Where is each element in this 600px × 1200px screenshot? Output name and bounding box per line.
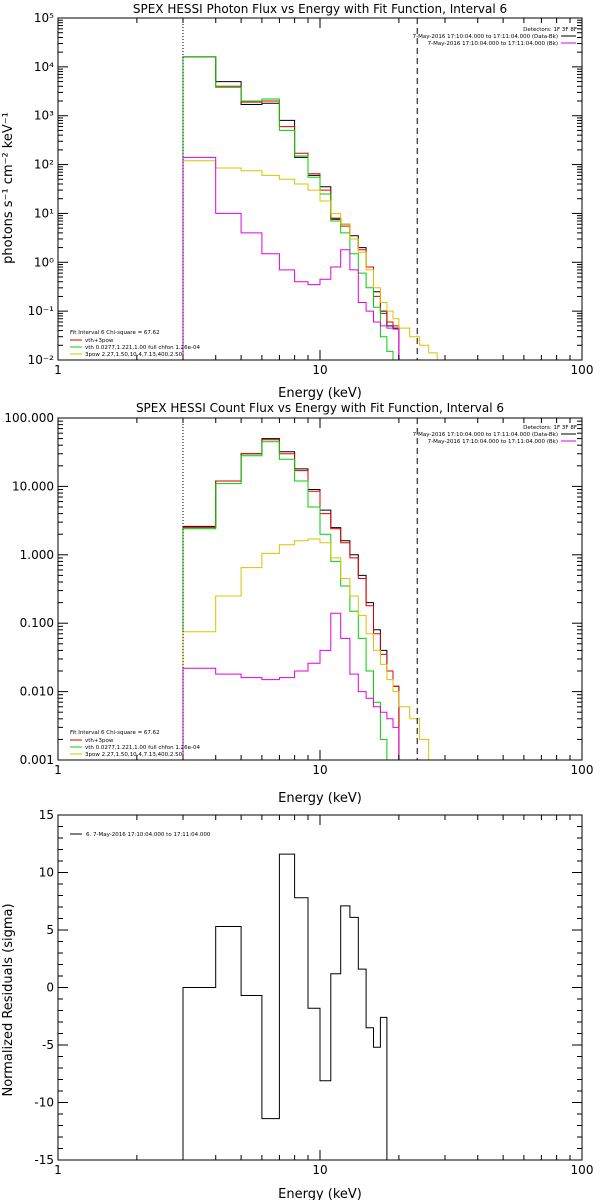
y-tick-label: 10⁴ <box>34 60 54 74</box>
series-group <box>182 56 438 360</box>
residuals-panel: 6. 7-May-2016 17:10:04.000 to 17:11:04.0… <box>1 808 593 1200</box>
series-line-green <box>182 56 394 360</box>
y-tick-label: 10 <box>39 866 54 880</box>
y-tick-label: 10.000 <box>12 479 54 493</box>
x-tick-label: 100 <box>571 763 594 777</box>
legend-entry-background: 7-May-2016 17:10:04.000 to 17:11:04.000 … <box>428 439 558 445</box>
y-tick-label: 10⁵ <box>34 11 54 25</box>
x-axis-label: Energy (keV) <box>278 386 362 401</box>
y-tick-label: 0 <box>46 981 54 995</box>
y-tick-label: 10¹ <box>34 206 54 220</box>
fit-legend-entry: vth 0.0277,1.221,1.00 full chfon 1.26e-0… <box>85 345 201 351</box>
y-tick-label: 10³ <box>34 109 54 123</box>
y-tick-label: 0.010 <box>20 685 54 699</box>
y-tick-label: 0.100 <box>20 616 54 630</box>
legend-detectors: Detectors: 1F 3F 8F <box>523 425 577 431</box>
y-tick-label: 15 <box>39 808 54 822</box>
y-tick-label: 1.000 <box>20 548 54 562</box>
series-line-magenta <box>182 156 400 360</box>
series-line-green <box>182 441 393 760</box>
y-tick-label: 10² <box>34 158 54 172</box>
y-tick-label: 100.000 <box>4 411 54 425</box>
chart-title: SPEX HESSI Count Flux vs Energy with Fit… <box>136 401 504 415</box>
series-group <box>182 853 388 1160</box>
x-tick-label: 100 <box>571 1163 594 1177</box>
series-line-yellow <box>182 538 438 760</box>
x-axis-label: Energy (keV) <box>278 791 362 806</box>
series-line-red <box>182 56 400 360</box>
plot-frame <box>57 417 583 761</box>
x-axis-label: Energy (keV) <box>278 1187 362 1200</box>
legend-entry-data: 7-May-2016 17:10:04.000 to 17:11:04.000 … <box>413 34 558 40</box>
y-tick-label: 0.001 <box>20 753 54 767</box>
fit-legend-entry: 3pow 2.27,1.50,10.4,7.13,400,2.50 <box>85 752 183 758</box>
count-flux-panel: SPEX HESSI Count Flux vs Energy with Fit… <box>4 401 593 806</box>
x-tick-label: 10 <box>312 1163 327 1177</box>
series-line-black <box>182 853 388 1160</box>
y-axis-label: photons s⁻¹ cm⁻² keV⁻¹ <box>1 112 16 264</box>
y-tick-label: 5 <box>46 923 54 937</box>
series-group <box>182 438 438 760</box>
fit-legend-header: Fit Interval 6 Chi-square = 67.62 <box>70 730 160 736</box>
legend-entry-interval: 6. 7-May-2016 17:10:04.000 to 17:11:04.0… <box>86 832 211 838</box>
y-tick-label: 10⁰ <box>34 255 54 269</box>
series-line-black <box>182 56 400 360</box>
x-tick-label: 10 <box>312 363 327 377</box>
fit-legend-entry: 3pow 2.27,1.50,10.4,7.13,400,2.50 <box>85 352 183 358</box>
fit-legend-entry: vth+3pow <box>85 338 114 344</box>
x-tick-label: 10 <box>312 763 327 777</box>
fit-legend-header: Fit Interval 6 Chi-square = 67.62 <box>70 330 160 336</box>
x-tick-label: 1 <box>54 1163 62 1177</box>
fit-legend-entry: vth+3pow <box>85 738 114 744</box>
y-axis-label: Normalized Residuals (sigma) <box>1 903 16 1096</box>
legend-entry-data: 7-May-2016 17:10:04.000 to 17:11:04.000 … <box>413 432 558 438</box>
fit-legend-entry: vth 0.0277,1.221,1.00 full chfon 1.26e-0… <box>85 745 201 751</box>
series-line-red <box>182 439 400 760</box>
plot-frame <box>57 814 583 1161</box>
legend-entry-background: 7-May-2016 17:10:04.000 to 17:11:04.000 … <box>428 41 558 47</box>
series-line-yellow <box>182 160 438 360</box>
y-tick-label: -15 <box>34 1153 54 1167</box>
x-tick-label: 1 <box>54 763 62 777</box>
legend-detectors: Detectors: 1F 3F 8F <box>523 27 577 33</box>
y-tick-label: -10 <box>34 1096 54 1110</box>
y-tick-label: 10⁻¹ <box>28 304 55 318</box>
chart-title: SPEX HESSI Photon Flux vs Energy with Fi… <box>133 2 507 16</box>
y-tick-label: 10⁻² <box>28 353 55 367</box>
series-line-magenta <box>182 612 400 760</box>
photon-flux-panel: SPEX HESSI Photon Flux vs Energy with Fi… <box>1 2 593 401</box>
x-tick-label: 100 <box>571 363 594 377</box>
y-tick-label: -5 <box>42 1038 54 1052</box>
x-tick-label: 1 <box>54 363 62 377</box>
